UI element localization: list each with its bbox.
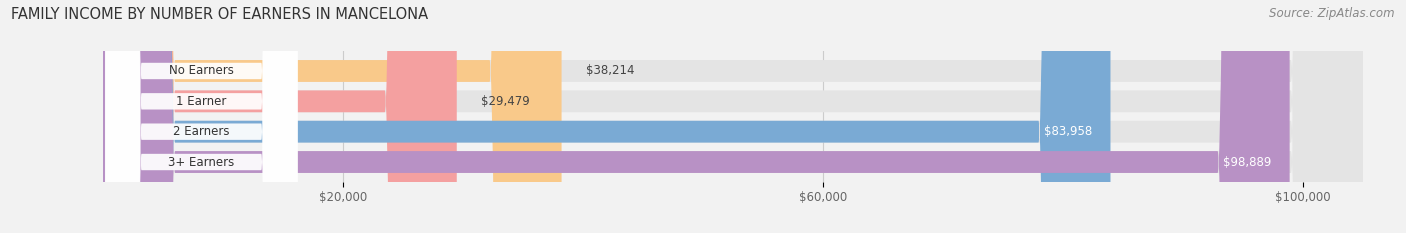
Text: No Earners: No Earners: [169, 65, 233, 78]
Text: $98,889: $98,889: [1223, 155, 1271, 168]
FancyBboxPatch shape: [105, 0, 298, 233]
FancyBboxPatch shape: [103, 0, 1362, 233]
FancyBboxPatch shape: [103, 0, 1289, 233]
FancyBboxPatch shape: [103, 0, 1111, 233]
FancyBboxPatch shape: [105, 0, 298, 233]
Text: 2 Earners: 2 Earners: [173, 125, 229, 138]
Text: Source: ZipAtlas.com: Source: ZipAtlas.com: [1270, 7, 1395, 20]
FancyBboxPatch shape: [103, 0, 1362, 233]
Text: FAMILY INCOME BY NUMBER OF EARNERS IN MANCELONA: FAMILY INCOME BY NUMBER OF EARNERS IN MA…: [11, 7, 429, 22]
Text: 1 Earner: 1 Earner: [176, 95, 226, 108]
FancyBboxPatch shape: [105, 0, 298, 233]
Text: $38,214: $38,214: [585, 65, 634, 78]
FancyBboxPatch shape: [103, 0, 561, 233]
Text: 3+ Earners: 3+ Earners: [169, 155, 235, 168]
FancyBboxPatch shape: [105, 0, 298, 233]
FancyBboxPatch shape: [103, 0, 1362, 233]
FancyBboxPatch shape: [103, 0, 457, 233]
Text: $29,479: $29,479: [481, 95, 530, 108]
FancyBboxPatch shape: [103, 0, 1362, 233]
Text: $83,958: $83,958: [1045, 125, 1092, 138]
